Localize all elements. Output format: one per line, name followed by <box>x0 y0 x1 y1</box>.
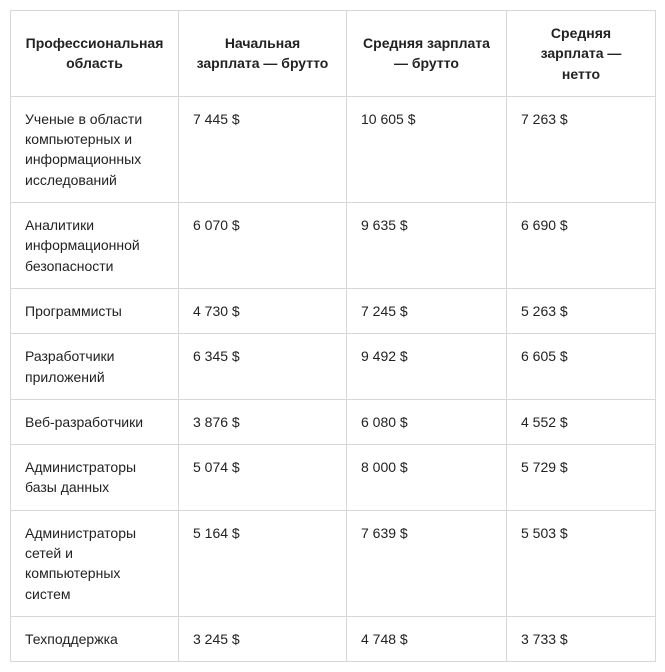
cell-value: 3 733 $ <box>507 616 656 661</box>
cell-value: 7 445 $ <box>179 96 347 202</box>
table-header: Профессиональная область Начальная зарпл… <box>11 11 656 97</box>
cell-value: 5 503 $ <box>507 510 656 616</box>
cell-value: 5 074 $ <box>179 445 347 511</box>
table-row: Веб-разработчики3 876 $6 080 $4 552 $ <box>11 399 656 444</box>
cell-profession: Программисты <box>11 288 179 333</box>
cell-value: 9 635 $ <box>347 203 507 289</box>
col-header-profession: Профессиональная область <box>11 11 179 97</box>
col-header-avg-net: Средняя зарплата — нетто <box>507 11 656 97</box>
table-row: Администраторы сетей и компьютерных сист… <box>11 510 656 616</box>
cell-value: 5 164 $ <box>179 510 347 616</box>
cell-value: 6 605 $ <box>507 334 656 400</box>
cell-value: 3 245 $ <box>179 616 347 661</box>
col-header-avg-gross: Средняя зарплата — брутто <box>347 11 507 97</box>
col-header-start-gross: Начальная зарплата — брутто <box>179 11 347 97</box>
cell-value: 6 345 $ <box>179 334 347 400</box>
cell-value: 4 748 $ <box>347 616 507 661</box>
cell-value: 6 070 $ <box>179 203 347 289</box>
cell-value: 4 552 $ <box>507 399 656 444</box>
cell-value: 9 492 $ <box>347 334 507 400</box>
cell-value: 6 080 $ <box>347 399 507 444</box>
table-row: Разработчики приложений6 345 $9 492 $6 6… <box>11 334 656 400</box>
table-body: Ученые в области компьютерных и информац… <box>11 96 656 661</box>
cell-value: 7 245 $ <box>347 288 507 333</box>
cell-value: 4 730 $ <box>179 288 347 333</box>
cell-profession: Администраторы базы данных <box>11 445 179 511</box>
cell-profession: Ученые в области компьютерных и информац… <box>11 96 179 202</box>
cell-profession: Аналитики информационной безопасности <box>11 203 179 289</box>
cell-profession: Администраторы сетей и компьютерных сист… <box>11 510 179 616</box>
cell-value: 5 263 $ <box>507 288 656 333</box>
cell-value: 3 876 $ <box>179 399 347 444</box>
table-header-row: Профессиональная область Начальная зарпл… <box>11 11 656 97</box>
salary-table: Профессиональная область Начальная зарпл… <box>10 10 656 662</box>
table-row: Техподдержка3 245 $4 748 $3 733 $ <box>11 616 656 661</box>
table-row: Ученые в области компьютерных и информац… <box>11 96 656 202</box>
table-row: Программисты4 730 $7 245 $5 263 $ <box>11 288 656 333</box>
cell-profession: Веб-разработчики <box>11 399 179 444</box>
cell-value: 7 263 $ <box>507 96 656 202</box>
cell-profession: Техподдержка <box>11 616 179 661</box>
cell-profession: Разработчики приложений <box>11 334 179 400</box>
cell-value: 7 639 $ <box>347 510 507 616</box>
cell-value: 10 605 $ <box>347 96 507 202</box>
table-row: Администраторы базы данных5 074 $8 000 $… <box>11 445 656 511</box>
cell-value: 8 000 $ <box>347 445 507 511</box>
cell-value: 5 729 $ <box>507 445 656 511</box>
table-row: Аналитики информационной безопасности6 0… <box>11 203 656 289</box>
cell-value: 6 690 $ <box>507 203 656 289</box>
